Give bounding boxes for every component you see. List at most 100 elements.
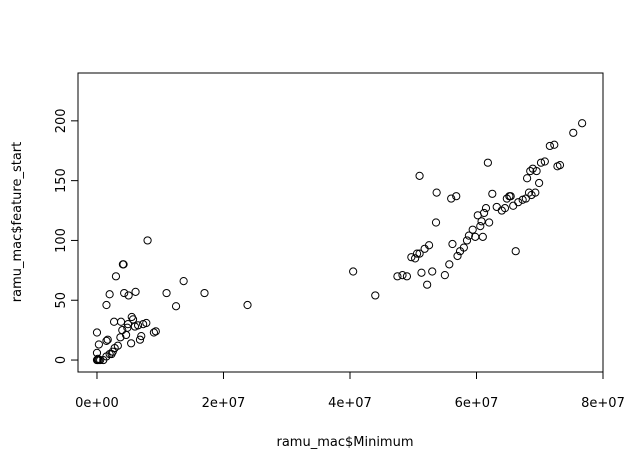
data-point	[96, 355, 105, 365]
y-tick-label: 50	[54, 292, 69, 309]
data-point	[479, 208, 489, 218]
data-point	[485, 218, 494, 227]
data-point	[398, 271, 407, 280]
data-point	[243, 300, 252, 310]
data-point	[459, 243, 468, 252]
data-point	[123, 320, 133, 329]
plot-frame	[77, 72, 604, 373]
data-point	[111, 272, 121, 281]
data-point	[124, 291, 133, 300]
data-points	[92, 119, 587, 365]
data-point	[447, 194, 456, 203]
data-point	[407, 253, 416, 262]
data-point	[555, 160, 565, 170]
data-point	[133, 321, 143, 330]
data-point	[120, 288, 129, 298]
data-point	[116, 317, 126, 326]
data-point	[452, 192, 461, 201]
data-point	[462, 236, 472, 245]
data-point	[506, 192, 515, 201]
data-point	[481, 204, 491, 213]
data-point	[113, 341, 122, 350]
x-tick-label: 4e+07	[328, 396, 372, 411]
data-point	[448, 239, 457, 249]
data-point	[540, 157, 549, 166]
data-point	[142, 318, 151, 328]
data-point	[535, 178, 544, 188]
data-point	[531, 188, 540, 197]
data-point	[431, 218, 441, 227]
data-point	[92, 348, 102, 357]
data-point	[137, 332, 146, 341]
data-point	[492, 202, 501, 212]
data-point	[179, 277, 188, 286]
data-point	[468, 225, 477, 234]
data-point	[536, 158, 546, 167]
data-point	[526, 166, 535, 176]
x-tick-label: 6e+07	[455, 396, 499, 411]
data-point	[92, 328, 102, 337]
data-point	[149, 328, 159, 337]
data-point	[464, 231, 474, 240]
y-tick-label: 150	[54, 168, 69, 193]
data-point	[488, 189, 497, 198]
data-point	[102, 336, 111, 346]
data-point	[569, 128, 578, 137]
data-point	[105, 290, 114, 299]
x-tick-label: 2e+07	[202, 396, 246, 411]
data-point	[445, 260, 454, 269]
data-point	[127, 339, 136, 348]
data-point	[412, 249, 422, 258]
data-point	[424, 241, 434, 250]
data-point	[94, 340, 103, 349]
data-point	[135, 335, 145, 344]
data-point	[550, 140, 559, 149]
y-tick-label: 0	[54, 356, 69, 364]
data-point	[514, 198, 523, 207]
data-point	[532, 166, 541, 176]
data-point	[578, 119, 587, 128]
y-axis-label: ramu_mac$feature_start	[10, 142, 25, 302]
data-point	[143, 236, 152, 245]
data-point	[131, 287, 140, 296]
x-axis: 0e+00 2e+07 4e+07 6e+07 8e+07	[75, 371, 625, 411]
data-point	[423, 280, 432, 289]
x-tick-label: 8e+07	[581, 396, 625, 411]
data-point	[200, 288, 209, 298]
data-point	[500, 204, 510, 213]
data-point	[453, 251, 462, 261]
data-point	[440, 271, 449, 280]
y-axis: 0 50 100 150 200	[54, 108, 79, 364]
data-point	[349, 267, 358, 276]
data-point	[411, 254, 420, 263]
data-point	[371, 291, 380, 300]
y-tick-label: 200	[54, 108, 69, 133]
data-point	[128, 315, 138, 324]
data-point	[477, 217, 486, 226]
data-point	[103, 335, 112, 344]
data-point	[171, 302, 181, 311]
data-point	[511, 247, 520, 256]
data-point	[522, 174, 532, 183]
data-point	[483, 158, 492, 167]
data-point	[109, 317, 119, 326]
data-point	[545, 141, 554, 151]
data-point	[123, 323, 132, 332]
data-point	[151, 327, 160, 336]
data-point	[428, 267, 437, 276]
x-tick-label: 0e+00	[75, 396, 119, 411]
data-point	[478, 232, 487, 241]
x-axis-label: ramu_mac$Minimum	[276, 435, 413, 450]
y-tick-label: 100	[54, 228, 69, 253]
data-point	[476, 221, 485, 231]
data-point	[102, 300, 111, 310]
data-point	[415, 249, 424, 258]
data-point	[119, 260, 128, 269]
data-point	[402, 272, 412, 281]
data-point	[93, 354, 103, 363]
data-point	[509, 201, 518, 210]
data-point	[415, 171, 424, 180]
data-point	[393, 272, 402, 281]
data-point	[524, 188, 534, 197]
